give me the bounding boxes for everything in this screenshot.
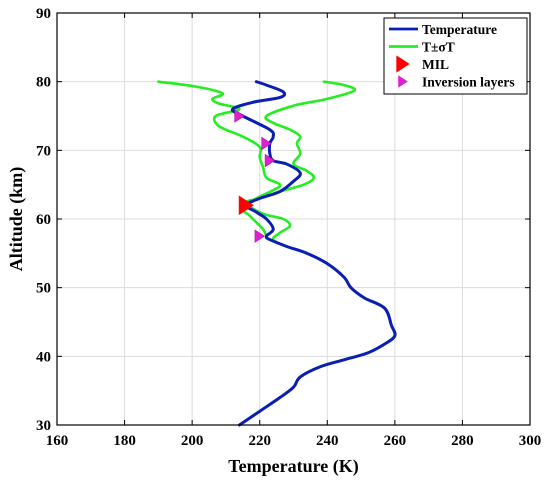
legend-label-temperature: Temperature (422, 22, 497, 37)
x-axis-title: Temperature (K) (228, 456, 358, 477)
y-tick-label: 70 (36, 143, 51, 159)
x-tick-label: 180 (113, 433, 136, 449)
x-tick-label: 280 (451, 433, 474, 449)
x-tick-label: 300 (519, 433, 542, 449)
y-tick-label: 60 (36, 212, 51, 228)
legend-box (383, 17, 528, 95)
x-axis: 160 180 200 220 240 260 280 300 (46, 13, 542, 449)
marker-layer (234, 109, 276, 243)
y-tick-label: 50 (36, 281, 51, 297)
marker-inversion-layers (234, 109, 245, 123)
y-tick-label: 30 (36, 418, 51, 434)
x-tick-label: 160 (46, 433, 69, 449)
x-tick-label: 240 (316, 433, 339, 449)
legend: Temperature T±σT MIL Inversion layers (383, 17, 528, 95)
legend-label-t-t: T±σT (422, 40, 455, 55)
x-tick-label: 260 (384, 433, 407, 449)
marker-inversion-layers (264, 153, 276, 168)
y-axis: 30 40 50 60 70 80 90 (36, 6, 530, 434)
series-layer (157, 80, 397, 427)
marker-mil (238, 195, 254, 216)
y-axis-title: Altitude (km) (6, 167, 27, 272)
series-line-t-t-lower (157, 80, 282, 238)
legend-label-mil: MIL (422, 57, 449, 72)
legend-swatch-inversion-layers (398, 75, 408, 88)
series-line-t-t (238, 80, 397, 427)
x-tick-label: 220 (248, 433, 271, 449)
series-line-temperature (230, 80, 397, 427)
marker-inversion-layers (254, 229, 266, 243)
y-tick-label: 90 (36, 6, 51, 22)
marker-inversion-layers (261, 136, 272, 151)
y-tick-label: 80 (36, 75, 51, 91)
legend-swatch-mil (396, 55, 410, 73)
y-tick-label: 40 (36, 349, 51, 365)
legend-label-inversion-layers: Inversion layers (422, 75, 515, 90)
x-tick-label: 200 (181, 433, 204, 449)
